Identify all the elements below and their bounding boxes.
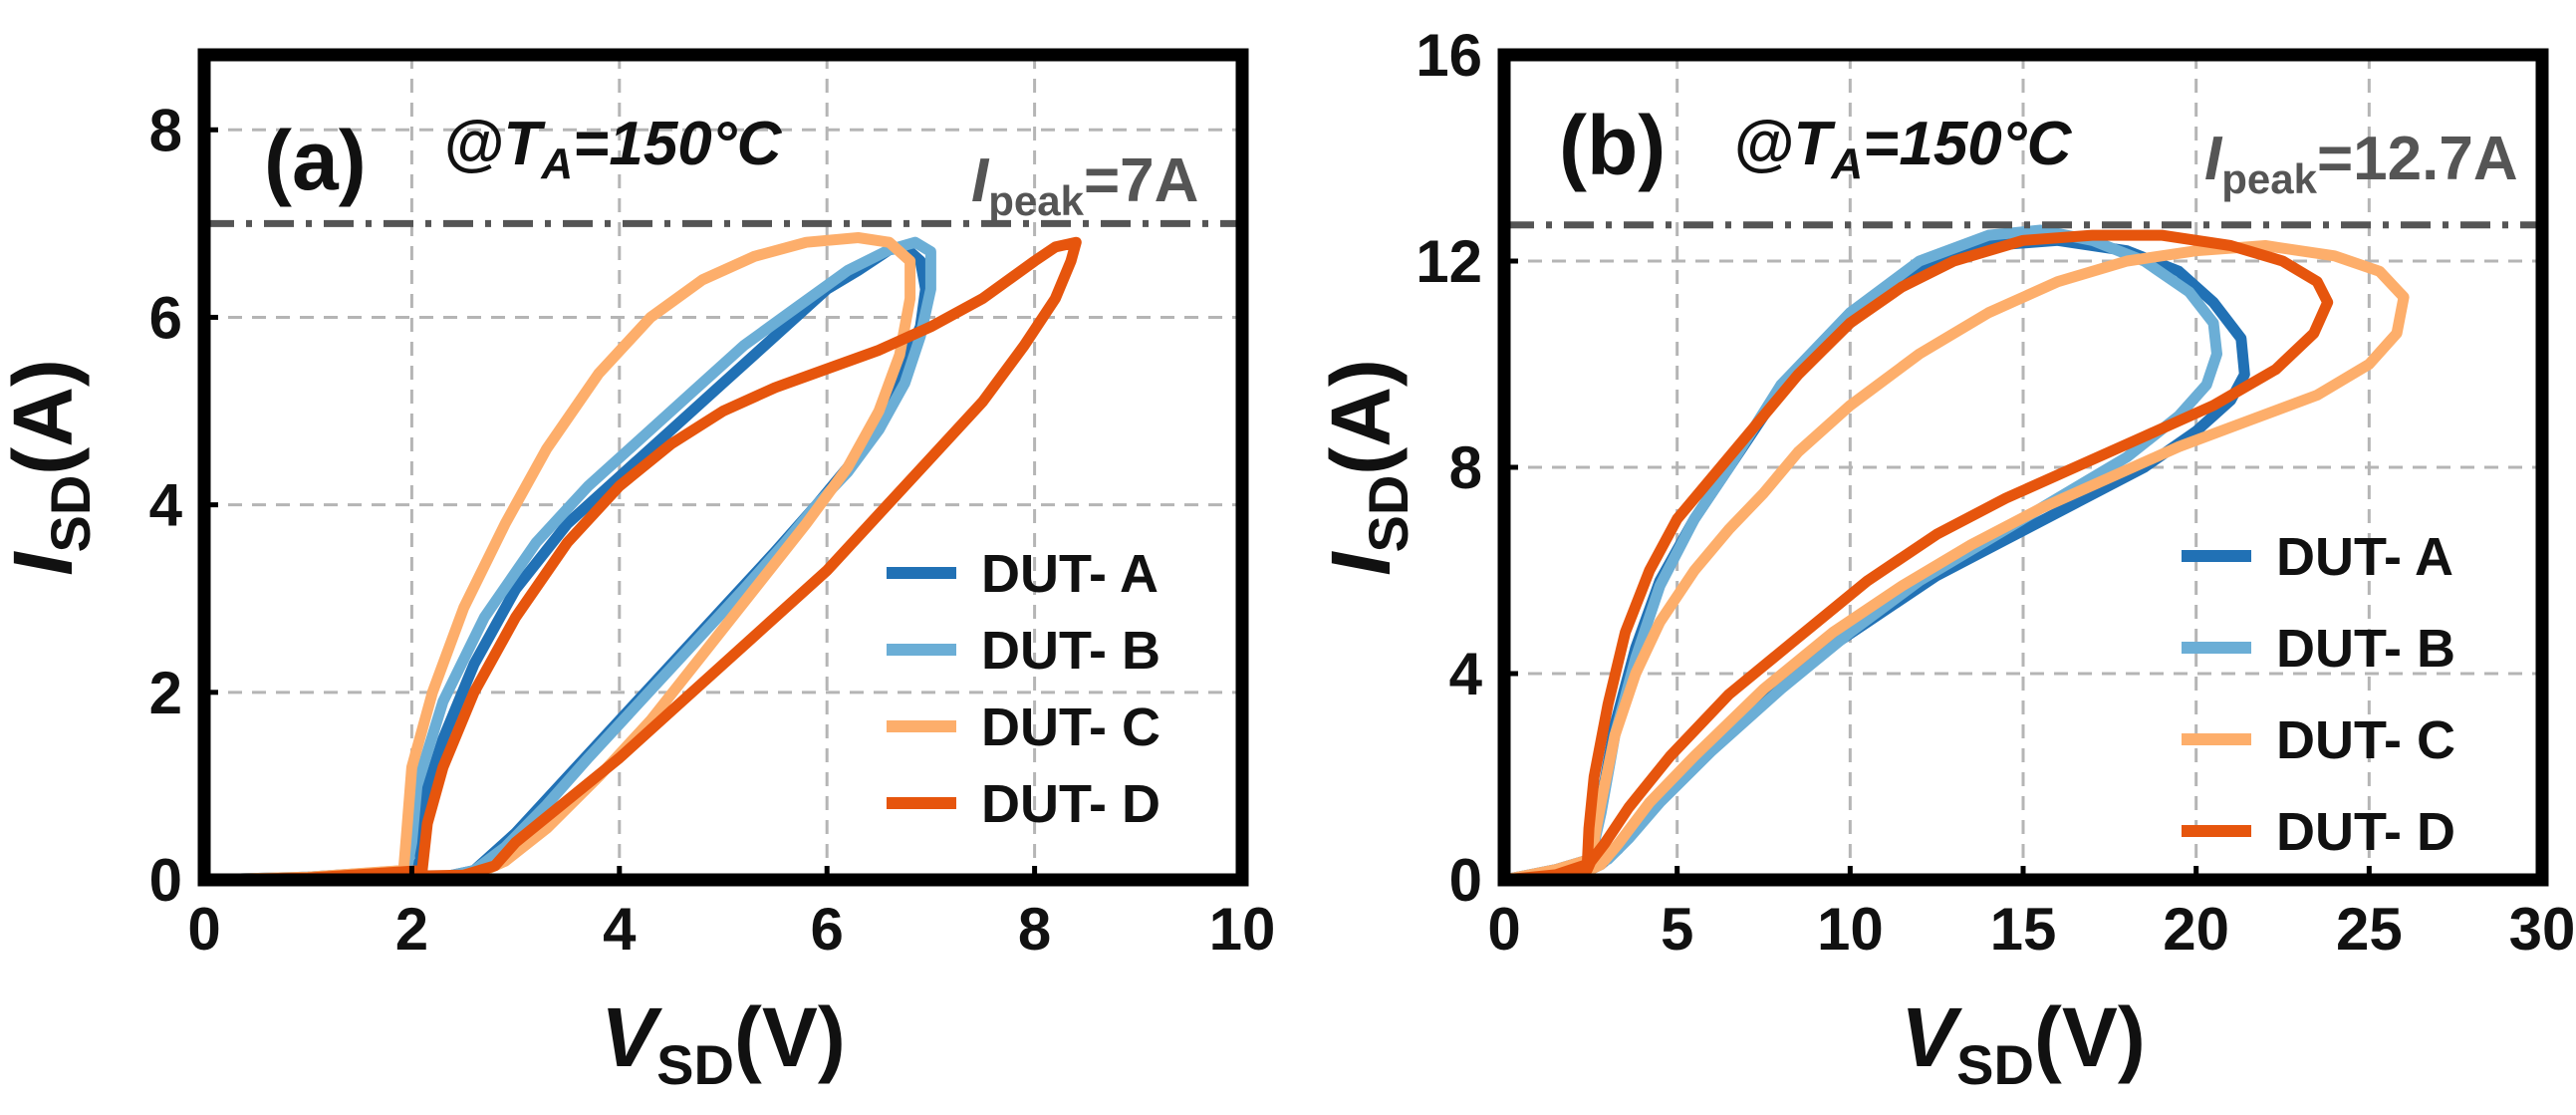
grid <box>1504 55 2542 880</box>
x-tick-label: 8 <box>1018 896 1051 963</box>
x-tick-label: 30 <box>2509 896 2576 963</box>
x-tick-label: 2 <box>395 896 428 963</box>
plot-frame <box>197 48 1249 887</box>
y-axis-label: ISD(A) <box>1314 359 1419 576</box>
x-tick-label: 20 <box>2163 896 2229 963</box>
y-tick-label: 16 <box>1416 22 1482 89</box>
y-tick-label: 6 <box>149 284 182 351</box>
y-tick-label: 8 <box>149 97 182 163</box>
grid <box>204 55 1242 880</box>
y-tick-label: 0 <box>1449 847 1482 914</box>
legend-label: DUT- B <box>981 621 1160 681</box>
legend: DUT- A DUT- B DUT- C DUT- D <box>2182 527 2455 862</box>
panel-label: (b) <box>1559 99 1666 192</box>
series-line-dutb <box>1498 224 2222 886</box>
peak-annotation: Ipeak=7A <box>971 146 1198 224</box>
x-tick-label: 25 <box>2336 896 2403 963</box>
chart-panel-b: 0 5 10 15 20 25 30 0 4 8 12 16 VSD(V) ISD(A) (b) @TA=15… <box>1314 22 2575 1096</box>
y-tick-label: 2 <box>149 660 182 726</box>
temperature-annotation: @TA=150°C <box>443 110 783 188</box>
y-axis-label: ISD(A) <box>0 359 102 576</box>
x-tick-label: 15 <box>1990 896 2057 963</box>
y-tick-label: 4 <box>149 472 183 539</box>
x-tick-label: 6 <box>811 896 844 963</box>
x-axis-label: VSD(V) <box>1901 990 2146 1096</box>
x-tick-label: 0 <box>1487 896 1520 963</box>
legend-label: DUT- C <box>2276 710 2455 770</box>
x-tick-label: 10 <box>1209 896 1276 963</box>
legend-label: DUT- C <box>981 697 1160 757</box>
x-tick-label: 0 <box>187 896 220 963</box>
legend: DUT- A DUT- B DUT- C DUT- D <box>887 544 1160 834</box>
series-line-dutc <box>1498 240 2410 886</box>
y-tick-label: 4 <box>1449 641 1483 707</box>
series-line-dutb <box>198 236 936 886</box>
chart-panel-a: 0 2 4 6 8 10 0 2 4 6 8 VSD(V) ISD(A) (a) @TA=150°C Ipea… <box>0 48 1276 1096</box>
legend-label: DUT- D <box>2276 802 2455 862</box>
x-tick-label: 4 <box>603 896 637 963</box>
panel-label: (a) <box>264 114 367 207</box>
series-line-dutc <box>198 232 916 886</box>
x-tick-label: 10 <box>1817 896 1884 963</box>
legend-label: DUT- B <box>2276 619 2455 679</box>
legend-label: DUT- D <box>981 774 1160 834</box>
temperature-annotation: @TA=150°C <box>1733 110 2073 188</box>
y-tick-label: 12 <box>1416 228 1482 295</box>
peak-annotation: Ipeak=12.7A <box>2204 125 2518 202</box>
series-line-dutd <box>198 236 1082 886</box>
x-axis-label: VSD(V) <box>601 990 846 1096</box>
legend-label: DUT- A <box>2276 527 2453 587</box>
series-line-dutd <box>1498 229 2334 886</box>
y-tick-label: 0 <box>149 847 182 914</box>
y-tick-label: 8 <box>1449 434 1482 501</box>
legend-label: DUT- A <box>981 544 1159 604</box>
x-tick-label: 5 <box>1661 896 1693 963</box>
